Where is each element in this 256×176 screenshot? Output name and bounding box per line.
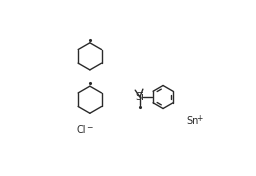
Text: Cl: Cl <box>77 125 87 135</box>
Text: Sn: Sn <box>187 116 199 126</box>
Text: +: + <box>196 114 202 123</box>
Text: −: − <box>86 123 93 132</box>
Text: Si: Si <box>136 92 144 102</box>
